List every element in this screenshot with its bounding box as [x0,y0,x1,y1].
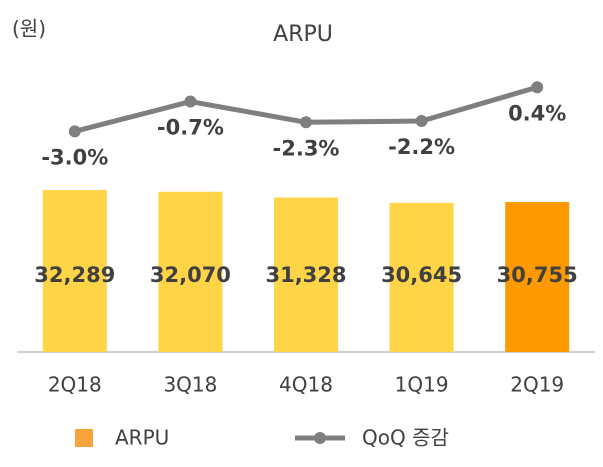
legend-marker [314,432,326,444]
line-marker [68,125,81,138]
bar [274,197,338,352]
line-value-label: -0.7% [157,116,224,140]
line-marker [184,95,197,108]
bar [158,191,223,352]
bar-value-label: 30,645 [381,263,462,287]
bar [42,190,107,352]
line-marker [300,116,312,129]
bar-value-label: 31,328 [265,263,346,287]
bar-value-label: 32,070 [150,263,231,287]
legend-label: ARPU [115,426,169,450]
line-marker [415,114,428,127]
unit-label: (원) [12,17,46,41]
x-tick-label: 1Q19 [395,373,449,397]
bar [389,202,454,352]
x-tick-label: 2Q18 [48,373,102,397]
line-value-label: -3.0% [41,145,108,169]
legend-swatch [75,429,93,447]
bar [505,202,570,352]
chart-title: ARPU [273,22,333,47]
line-value-label: 0.4% [508,101,566,125]
line-value-label: -2.3% [273,136,340,160]
line-marker [531,81,544,94]
line-value-label: -2.2% [388,135,455,159]
x-tick-label: 2Q19 [510,373,564,397]
bar-value-label: 32,289 [34,263,115,287]
legend-label: QoQ 증감 [362,426,449,450]
bar-value-label: 30,755 [497,263,578,287]
x-tick-label: 3Q18 [163,373,217,397]
x-tick-label: 4Q18 [279,373,333,397]
